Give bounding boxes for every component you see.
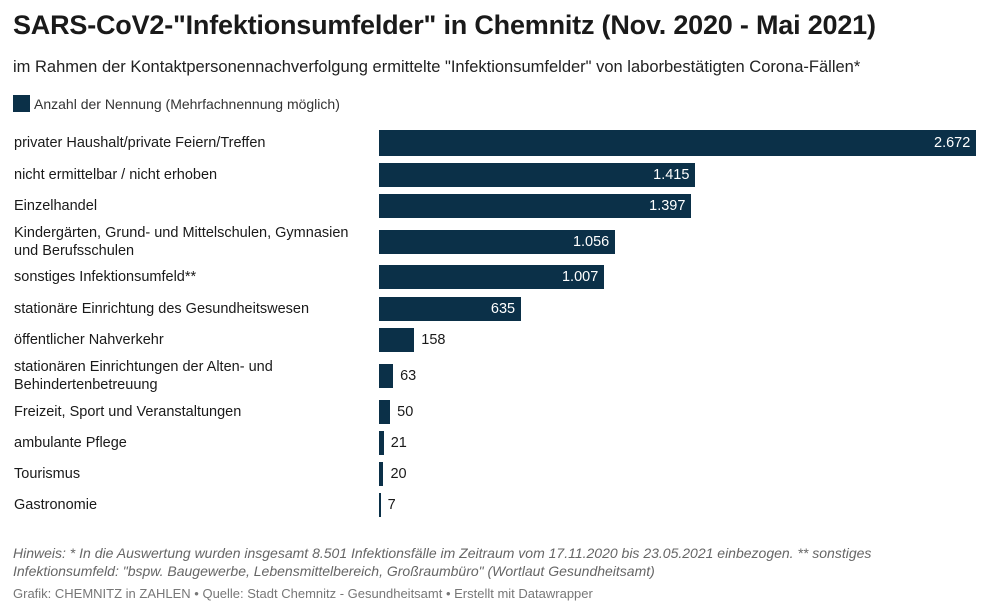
value-label: 63	[400, 368, 417, 384]
category-label: stationäre Einrichtung des Gesundheitswe…	[14, 301, 310, 317]
category-label: Kindergärten, Grund- und Mittelschulen, …	[14, 225, 349, 259]
bar	[379, 265, 604, 289]
bar	[379, 297, 521, 321]
value-label: 635	[490, 301, 516, 317]
category-label: öffentlicher Nahverkehr	[14, 332, 164, 348]
category-label: Einzelhandel	[14, 198, 98, 214]
value-label: 7	[387, 497, 396, 513]
category-label: Gastronomie	[14, 497, 98, 513]
bar	[379, 194, 692, 218]
category-label: privater Haushalt/private Feiern/Treffen	[14, 135, 266, 151]
chart-subtitle: im Rahmen der Kontaktpersonennachverfolg…	[13, 58, 861, 76]
category-label: nicht ermittelbar / nicht erhoben	[14, 167, 218, 183]
bar	[379, 328, 415, 352]
value-label: 21	[390, 435, 407, 451]
category-label: sonstiges Infektionsumfeld**	[14, 269, 197, 285]
category-label: Tourismus	[14, 466, 81, 482]
value-label: 1.056	[572, 234, 610, 250]
legend-swatch	[13, 95, 30, 112]
legend-label: Anzahl der Nennung (Mehrfachnennung mögl…	[34, 95, 340, 112]
value-label: 158	[421, 332, 446, 348]
bar	[379, 130, 976, 156]
value-label: 1.415	[653, 167, 690, 183]
chart-notes: Hinweis: * In die Auswertung wurden insg…	[13, 545, 872, 579]
chart-footer: Grafik: CHEMNITZ in ZAHLEN • Quelle: Sta…	[13, 586, 593, 601]
legend: Anzahl der Nennung (Mehrfachnennung mögl…	[13, 95, 340, 112]
bar	[379, 364, 394, 388]
value-label: 2.672	[934, 135, 971, 151]
category-label: ambulante Pflege	[14, 435, 127, 451]
value-label: 1.007	[561, 269, 599, 285]
value-label: 20	[390, 466, 407, 482]
bar	[379, 400, 391, 424]
value-label: 1.397	[649, 198, 686, 214]
bar	[379, 163, 696, 187]
category-label: stationären Einrichtungen der Alten- und…	[14, 359, 273, 393]
bar	[379, 230, 615, 254]
chart-title: SARS-CoV2-"Infektionsumfelder" in Chemni…	[13, 10, 876, 40]
value-label: 50	[397, 404, 414, 420]
bar	[379, 431, 384, 455]
category-label: Freizeit, Sport und Veranstaltungen	[14, 404, 242, 420]
bar	[379, 462, 384, 486]
bar	[379, 493, 381, 517]
